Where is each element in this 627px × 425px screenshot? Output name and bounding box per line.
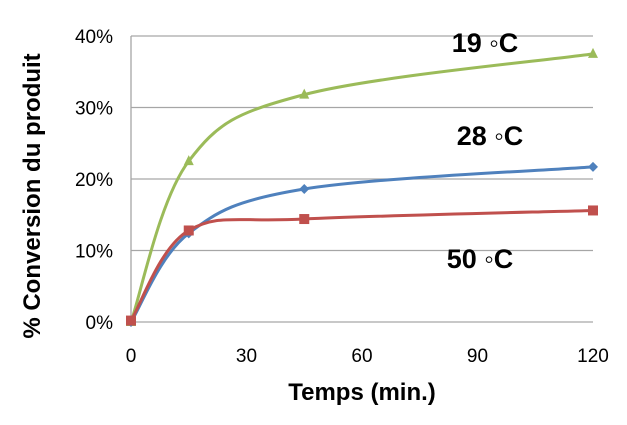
y-tick-label: 20% (75, 170, 113, 191)
data-point (126, 315, 136, 326)
series-line (129, 165, 594, 323)
x-axis-title: Temps (min.) (288, 379, 436, 406)
x-tick-label: 90 (467, 346, 488, 367)
y-axis-title: % Conversion du produit (19, 53, 46, 338)
series-line (129, 208, 594, 322)
data-point (299, 184, 310, 195)
series-line (129, 52, 594, 323)
x-tick-label: 60 (351, 346, 372, 367)
series-label: 50 ◦C (447, 244, 514, 274)
data-point (299, 88, 310, 99)
data-point (588, 205, 598, 216)
x-tick-label: 30 (236, 346, 257, 367)
x-tick-label: 120 (577, 346, 609, 367)
data-point (588, 161, 598, 172)
data-point (183, 155, 194, 166)
y-tick-label: 30% (75, 99, 113, 120)
data-point (299, 214, 310, 225)
series-label: 19 ◦C (452, 28, 519, 58)
y-tick-label: 10% (75, 242, 113, 263)
data-point (588, 47, 598, 58)
series-label: 28 ◦C (457, 121, 524, 151)
y-tick-label: 40% (75, 27, 113, 48)
y-tick-label: 0% (86, 313, 114, 334)
x-tick-label: 0 (126, 346, 137, 367)
data-point (183, 225, 194, 236)
